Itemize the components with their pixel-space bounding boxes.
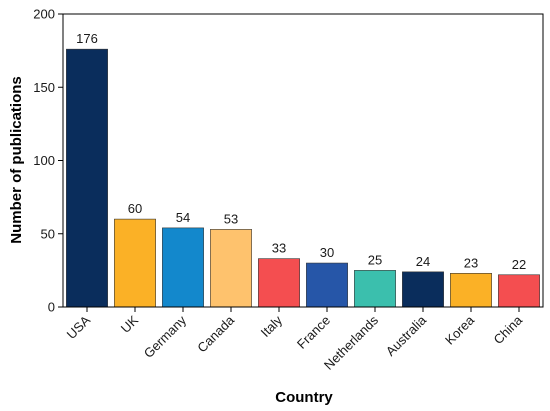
data-label: 22 [512, 257, 526, 272]
bar [66, 48, 108, 308]
x-tick-label: UK [118, 312, 142, 336]
data-label: 60 [128, 201, 142, 216]
bar [162, 227, 204, 308]
x-tick-label: Canada [194, 312, 237, 355]
y-tick-label: 0 [48, 300, 55, 315]
y-tick-label: 50 [41, 226, 55, 241]
data-label: 53 [224, 211, 238, 226]
data-label: 176 [76, 31, 98, 46]
y-axis-title: Number of publications [8, 76, 25, 244]
y-tick-label: 200 [33, 7, 55, 22]
data-label: 33 [272, 241, 286, 256]
x-tick-label: Korea [442, 312, 478, 348]
bar [450, 273, 492, 308]
data-label: 24 [416, 254, 430, 269]
data-label: 25 [368, 252, 382, 267]
bar [354, 270, 396, 308]
y-tick-label: 100 [33, 153, 55, 168]
bar [402, 271, 444, 308]
x-tick-label: Italy [258, 312, 286, 340]
bar [210, 229, 252, 308]
bars-group [66, 48, 540, 308]
x-tick-label: Germany [141, 312, 190, 361]
data-label: 54 [176, 210, 190, 225]
x-axis-title: Country [275, 389, 333, 406]
data-labels-group: 176 60 54 53 33 30 25 24 23 22 [76, 31, 526, 272]
y-axis: 0 50 100 150 200 [33, 7, 63, 315]
x-axis: USA UK Germany Canada Italy FranceNetherlands… [64, 307, 526, 373]
data-label: 23 [464, 255, 478, 270]
x-tick-label: France [294, 313, 333, 352]
x-tick-label: Australia [383, 312, 430, 359]
x-tick-label: USA [64, 312, 94, 342]
data-label: 30 [320, 245, 334, 260]
bar [306, 262, 348, 308]
x-tick-label: China [490, 312, 525, 347]
bar [114, 218, 156, 308]
bar [258, 258, 300, 308]
bar [498, 274, 540, 308]
y-tick-label: 150 [33, 80, 55, 95]
plot-frame [62, 13, 544, 308]
